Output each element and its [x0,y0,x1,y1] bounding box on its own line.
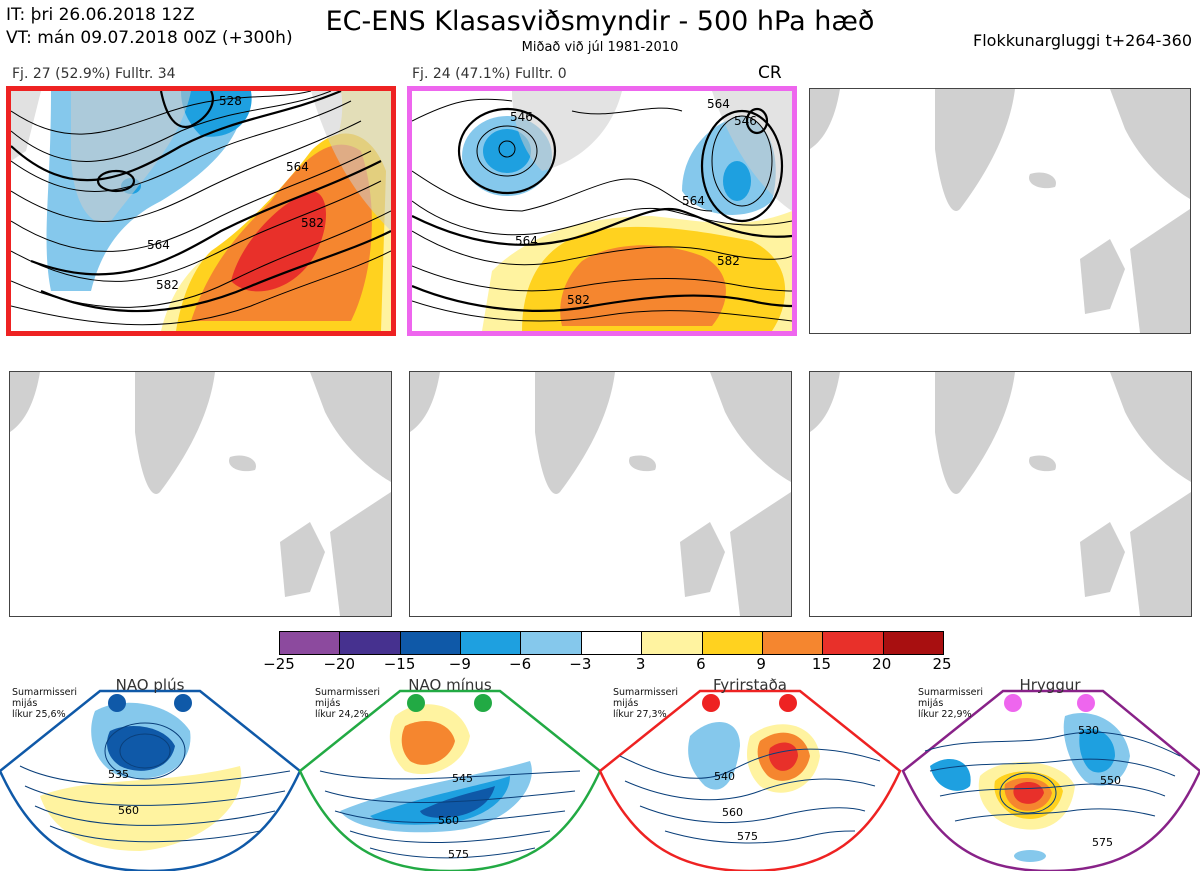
colorbar-tick: −6 [509,655,532,673]
contour-label: 540 [714,770,735,783]
classification-window: Flokkunargluggi t+264-360 [973,31,1192,50]
contour-label: 582 [567,293,590,307]
cluster-2-label: Fj. 24 (47.1%) Fulltr. 0 [412,66,567,82]
contour-label: 560 [438,814,459,827]
contour-label: 550 [1100,774,1121,787]
colorbar-segment [882,632,943,654]
empty-map-panel[interactable] [409,371,792,617]
regime-title: Fyrirstaða [713,676,787,694]
regime-note: Sumarmisseri mijás líkur 22,9% [918,687,984,720]
regime-note: Sumarmisseri mijás líkur 24,2% [315,687,381,720]
regime-marker-dot [702,694,720,712]
colorbar-tick: 25 [932,655,952,673]
empty-map-panel[interactable] [809,371,1192,617]
regime-hryggur: 530 550 575 [901,689,1200,871]
contour-label: 560 [118,804,139,817]
contour-label: 582 [717,254,740,268]
contour-label: 528 [219,94,242,108]
colorbar-segment [701,632,762,654]
empty-map-panel[interactable] [9,371,392,617]
contour-label: 575 [1092,836,1113,849]
colorbar-tick: 20 [872,655,892,673]
contour-label: 564 [147,238,170,252]
contour-label: 530 [1078,724,1099,737]
colorbar-segment [460,632,521,654]
contour-label: 545 [452,772,473,785]
contour-label: 535 [108,768,129,781]
regime-note: Sumarmisseri mijás líkur 27,3% [613,687,679,720]
land-map [810,89,1190,333]
contour-label: 564 [515,234,538,248]
colorbar-segment [822,632,883,654]
colorbar-tick: −25 [263,655,295,673]
regime-marker-dot [1077,694,1095,712]
colorbar [279,631,944,655]
regime-marker-dot [108,694,126,712]
valid-time: VT: mán 09.07.2018 00Z (+300h) [6,28,293,48]
page-title: EC-ENS Klasasviðsmyndir - 500 hPa hæð [325,6,875,37]
contour-label: 564 [707,97,730,111]
regime-title: Hryggur [1019,676,1081,694]
regime-marker-dot [779,694,797,712]
regime-marker-dot [407,694,425,712]
page-subtitle: Miðað við júl 1981-2010 [521,40,679,55]
colorbar-segment [280,632,340,654]
colorbar-segment [399,632,461,654]
cr-label: CR [758,63,782,83]
contour-label: 582 [301,216,324,230]
colorbar-segment [580,632,642,654]
colorbar-segment [761,632,823,654]
land-map [410,372,791,616]
contour-label: 546 [510,110,533,124]
cluster-1-map[interactable]: 564 582 528 564 582 [6,86,396,336]
colorbar-tick: 9 [756,655,766,673]
contour-label: 546 [734,114,757,128]
regime-fyrirstada: 540 560 575 [598,689,902,871]
regime-title: NAO plús [115,676,185,694]
colorbar-ticks: −25 −20 −15 −9 −6 −3 3 6 9 15 20 25 [263,655,951,675]
contour-label: 575 [448,848,469,861]
colorbar-segment [520,632,581,654]
cluster-2-map[interactable]: 546 564 564 582 582 546 564 [407,86,797,336]
regimes-row: 535 560 545 560 575 [0,676,1200,871]
contour-label: 564 [286,160,309,174]
cluster-1-label: Fj. 27 (52.9%) Fulltr. 34 [12,66,176,82]
cluster-1-map-svg: 564 582 528 564 582 [11,91,391,331]
contour-label: 582 [156,278,179,292]
regime-marker-dot [474,694,492,712]
empty-map-panel[interactable] [809,88,1191,334]
colorbar-tick: −15 [383,655,416,673]
colorbar-tick: 6 [696,655,706,673]
cluster-2-map-svg: 546 564 564 582 582 546 564 [412,91,792,331]
contour-label: 564 [682,194,705,208]
colorbar-tick: −20 [323,655,356,673]
colorbar-segment [641,632,702,654]
regimes-svg: 535 560 545 560 575 [0,689,1200,871]
colorbar-tick: −3 [569,655,592,673]
land-map [10,372,391,616]
colorbar-tick: 3 [635,655,646,673]
contour-label: 560 [722,806,743,819]
colorbar-tick: 15 [811,655,831,673]
header-info: IT: þri 26.06.2018 12Z VT: mán 09.07.201… [6,4,293,50]
regime-nao-minus: 545 560 575 [298,689,602,871]
colorbar-segment [339,632,400,654]
regime-title: NAO mínus [408,676,492,694]
initial-time: IT: þri 26.06.2018 12Z [6,5,195,25]
regime-note: Sumarmisseri mijás líkur 25,6% [12,687,78,720]
colorbar-tick: −9 [448,655,471,673]
contour-label: 575 [737,830,758,843]
regime-marker-dot [1004,694,1022,712]
land-map [810,372,1191,616]
regime-marker-dot [174,694,192,712]
